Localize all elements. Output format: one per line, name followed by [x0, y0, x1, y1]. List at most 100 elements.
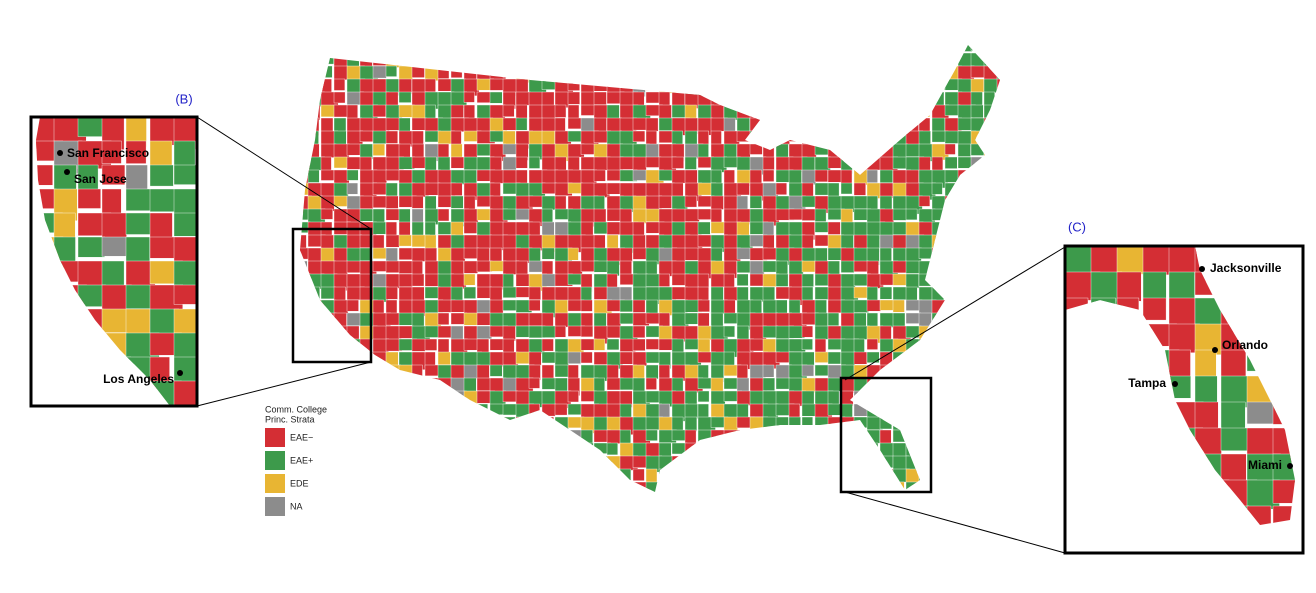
county: [905, 429, 919, 442]
county: [866, 455, 879, 472]
county: [515, 455, 534, 474]
county: [398, 260, 414, 274]
county: [957, 338, 974, 351]
county: [918, 351, 935, 368]
county: [658, 195, 672, 209]
county: [424, 416, 437, 436]
county: [697, 234, 712, 248]
county: [996, 130, 1000, 143]
county: [476, 52, 495, 69]
county: [697, 455, 714, 475]
county: [101, 164, 126, 185]
county: [300, 45, 311, 54]
county: [931, 45, 949, 55]
county: [866, 195, 879, 211]
county: [684, 156, 697, 170]
county: [554, 52, 574, 70]
county: [879, 208, 895, 223]
county: [866, 390, 883, 409]
county: [463, 416, 475, 428]
county: [606, 45, 623, 57]
county: [931, 195, 947, 211]
county: [489, 481, 505, 492]
county: [580, 429, 593, 444]
county: [970, 156, 983, 175]
county: [892, 273, 909, 286]
county: [385, 195, 399, 209]
county: [723, 78, 742, 90]
county: [173, 380, 197, 405]
county: [515, 442, 530, 458]
county: [788, 403, 801, 418]
county: [424, 377, 440, 395]
county: [300, 143, 310, 157]
county: [853, 338, 865, 354]
county: [827, 468, 842, 487]
county: [944, 442, 961, 461]
county: [437, 390, 453, 406]
county: [567, 52, 584, 71]
county: [541, 416, 555, 434]
city-dot: [1199, 266, 1205, 272]
county: [320, 481, 339, 492]
county: [300, 273, 311, 288]
county: [424, 286, 441, 299]
county: [464, 495, 479, 510]
county: [944, 416, 963, 431]
county: [983, 195, 995, 208]
county: [346, 117, 362, 134]
city-dot: [64, 169, 70, 175]
county: [450, 286, 463, 302]
county: [567, 312, 582, 328]
county: [827, 169, 843, 183]
county: [775, 65, 788, 82]
county: [944, 221, 961, 239]
county: [905, 91, 919, 104]
county: [931, 442, 948, 456]
county: [828, 495, 839, 509]
county: [892, 403, 905, 421]
county: [853, 468, 871, 484]
county: [359, 377, 371, 391]
county: [398, 312, 415, 326]
county: [502, 299, 519, 311]
county: [515, 52, 535, 64]
county: [385, 416, 399, 430]
county: [450, 468, 462, 484]
county: [710, 260, 725, 276]
county: [359, 429, 376, 446]
county: [101, 212, 127, 240]
county: [762, 364, 775, 378]
county: [398, 429, 411, 444]
county: [77, 308, 104, 343]
county: [970, 195, 988, 214]
county: [307, 468, 320, 487]
county: [515, 156, 528, 169]
county: [892, 416, 905, 431]
county: [1168, 271, 1195, 299]
county: [983, 481, 999, 492]
county: [1090, 297, 1116, 331]
county: [879, 481, 895, 492]
county: [1116, 297, 1140, 324]
county: [300, 286, 309, 299]
county: [931, 65, 943, 85]
county: [736, 273, 749, 286]
county: [944, 299, 964, 316]
county: [463, 403, 478, 417]
county: [996, 143, 1000, 162]
legend-swatch: [265, 428, 285, 447]
county: [632, 91, 645, 107]
county: [866, 104, 882, 122]
county: [1065, 479, 1093, 507]
county: [645, 481, 662, 492]
county: [633, 495, 645, 508]
county: [424, 182, 441, 196]
county: [463, 455, 478, 471]
county: [398, 403, 417, 420]
county: [463, 286, 477, 299]
county: [476, 377, 493, 392]
county: [893, 495, 907, 506]
county: [905, 364, 923, 382]
county: [892, 299, 905, 313]
